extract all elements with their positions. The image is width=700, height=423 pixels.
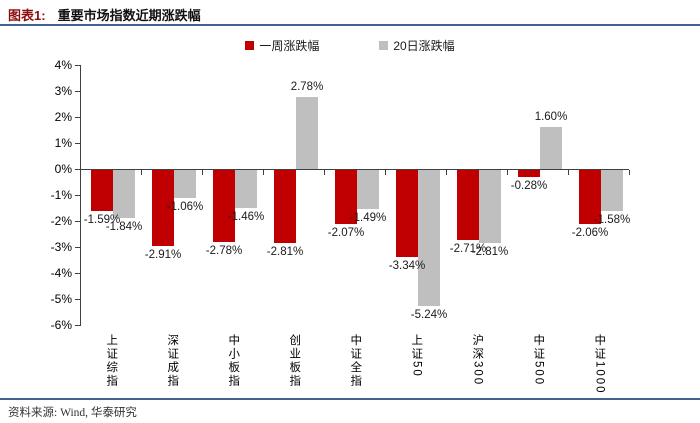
legend-item-week: 一周涨跌幅 xyxy=(245,37,319,54)
x-axis-tick xyxy=(507,170,508,175)
y-axis-tick xyxy=(75,91,80,92)
y-axis-label: -2% xyxy=(50,214,72,228)
y-axis-label: -1% xyxy=(50,188,72,202)
value-label: -1.06% xyxy=(166,201,204,213)
bar-week-change xyxy=(457,170,479,240)
y-axis-label: 3% xyxy=(54,84,72,98)
chart-title-text: 重要市场指数近期涨跌幅 xyxy=(57,8,201,23)
value-label: -1.46% xyxy=(227,211,265,223)
value-label: -2.91% xyxy=(144,249,182,261)
value-label: -1.59% xyxy=(83,214,121,226)
bar-20day-change xyxy=(235,170,257,208)
y-axis-label: -4% xyxy=(50,266,72,280)
category-label: 沪深300 xyxy=(471,334,484,387)
y-axis-tick xyxy=(75,65,80,66)
bar-week-change xyxy=(579,170,601,224)
bar-20day-change xyxy=(296,97,318,169)
bar-week-change xyxy=(518,170,540,177)
category-label: 中证500 xyxy=(532,334,545,387)
y-axis-label: 4% xyxy=(54,58,72,72)
y-axis-tick xyxy=(75,273,80,274)
legend-item-20day: 20日涨跌幅 xyxy=(379,37,455,54)
value-label: -2.81% xyxy=(471,246,509,258)
bar-week-change xyxy=(274,170,296,243)
x-axis-tick xyxy=(324,170,325,175)
y-axis-tick xyxy=(75,299,80,300)
category-label: 创业板指 xyxy=(288,334,301,388)
value-label: -5.24% xyxy=(410,309,448,321)
source-note: 资料来源: Wind, 华泰研究 xyxy=(8,407,137,419)
value-label: -3.34% xyxy=(388,260,426,272)
category-label: 深证成指 xyxy=(166,334,179,388)
y-axis-tick xyxy=(75,169,80,170)
y-axis-tick xyxy=(75,117,80,118)
x-axis-zero-line xyxy=(80,169,629,170)
x-axis-tick xyxy=(385,170,386,175)
footer-divider xyxy=(0,398,700,400)
value-label: -1.49% xyxy=(349,212,387,224)
category-label: 中证全指 xyxy=(349,334,362,388)
value-label: -2.07% xyxy=(327,227,365,239)
bar-week-change xyxy=(396,170,418,257)
bar-20day-change xyxy=(418,170,440,306)
value-label: -1.84% xyxy=(105,221,143,233)
value-label: -2.71% xyxy=(449,243,487,255)
y-axis-tick xyxy=(75,247,80,248)
y-axis-tick xyxy=(75,221,80,222)
value-label: 1.60% xyxy=(534,111,568,123)
y-axis-label: 2% xyxy=(54,110,72,124)
legend-label-20day: 20日涨跌幅 xyxy=(393,39,455,53)
bar-week-change xyxy=(335,170,357,224)
y-axis-tick xyxy=(75,325,80,326)
bar-20day-change xyxy=(174,170,196,198)
y-axis-tick xyxy=(75,195,80,196)
x-axis-tick xyxy=(202,170,203,175)
bar-20day-change xyxy=(479,170,501,243)
value-label: -2.81% xyxy=(266,246,304,258)
legend-label-week: 一周涨跌幅 xyxy=(259,39,320,53)
bar-week-change xyxy=(213,170,235,242)
x-axis-tick xyxy=(263,170,264,175)
chart-legend: 一周涨跌幅 20日涨跌幅 xyxy=(0,37,700,54)
bar-20day-change xyxy=(540,127,562,169)
y-axis xyxy=(80,65,81,326)
y-axis-label: 1% xyxy=(54,136,72,150)
y-axis-label: -6% xyxy=(50,318,72,332)
x-axis-tick xyxy=(568,170,569,175)
y-axis-tick xyxy=(75,143,80,144)
legend-swatch-week-icon xyxy=(245,41,255,50)
title-divider xyxy=(0,24,700,26)
x-axis-tick xyxy=(629,170,630,175)
value-label: -2.06% xyxy=(571,227,609,239)
x-axis-tick xyxy=(141,170,142,175)
legend-swatch-20day-icon xyxy=(379,41,389,50)
x-axis-tick xyxy=(446,170,447,175)
value-label: -1.58% xyxy=(593,214,631,226)
category-label: 上证综指 xyxy=(105,334,118,388)
bar-20day-change xyxy=(357,170,379,209)
bar-week-change xyxy=(91,170,113,211)
chart-title-prefix: 图表1: xyxy=(8,8,46,23)
category-label: 中证1000 xyxy=(593,334,606,395)
y-axis-label: 0% xyxy=(54,162,72,176)
bar-20day-change xyxy=(113,170,135,218)
value-label: -2.78% xyxy=(205,245,243,257)
bar-20day-change xyxy=(601,170,623,211)
category-label: 上证50 xyxy=(410,334,423,378)
value-label: -0.28% xyxy=(510,180,548,192)
bar-week-change xyxy=(152,170,174,246)
y-axis-label: -5% xyxy=(50,292,72,306)
chart-header: 图表1: 重要市场指数近期涨跌幅 xyxy=(8,5,201,24)
y-axis-label: -3% xyxy=(50,240,72,254)
value-label: 2.78% xyxy=(290,81,324,93)
category-label: 中小板指 xyxy=(227,334,240,388)
